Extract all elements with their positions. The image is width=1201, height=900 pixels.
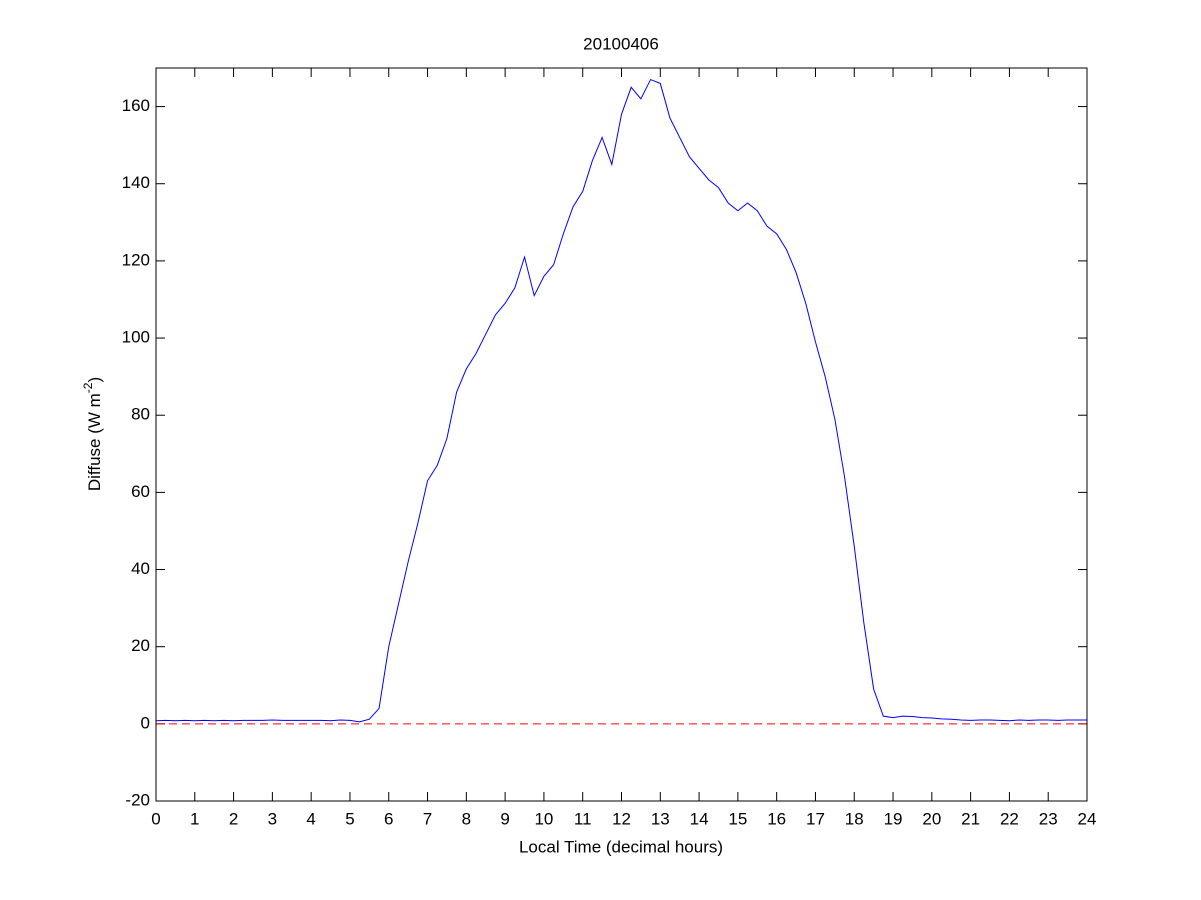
y-axis-label: Diffuse (W m-2) — [81, 377, 104, 491]
y-tick-label: 80 — [131, 405, 150, 424]
x-axis-label: Local Time (decimal hours) — [519, 837, 723, 856]
x-tick-label: 12 — [612, 809, 631, 828]
y-tick-label: 120 — [122, 250, 150, 269]
x-tick-label: 8 — [462, 809, 471, 828]
x-tick-label: 2 — [229, 809, 238, 828]
y-tick-label: 100 — [122, 328, 150, 347]
x-tick-label: 15 — [728, 809, 747, 828]
y-tick-label: 20 — [131, 636, 150, 655]
x-tick-label: 11 — [574, 809, 592, 828]
y-tick-label: 60 — [131, 482, 150, 501]
x-tick-label: 18 — [845, 809, 864, 828]
x-tick-label: 1 — [190, 809, 199, 828]
x-tick-label: 16 — [767, 809, 786, 828]
x-tick-label: 14 — [690, 809, 709, 828]
x-tick-label: 21 — [961, 809, 980, 828]
x-tick-label: 4 — [306, 809, 315, 828]
x-tick-label: 24 — [1078, 809, 1097, 828]
y-tick-label: 0 — [141, 713, 150, 732]
x-tick-label: 19 — [884, 809, 903, 828]
x-tick-label: 6 — [384, 809, 393, 828]
chart-title: 20100406 — [583, 34, 659, 53]
y-tick-label: 160 — [122, 96, 150, 115]
y-tick-label: 40 — [131, 559, 150, 578]
x-tick-label: 13 — [651, 809, 670, 828]
x-tick-label: 10 — [534, 809, 553, 828]
x-tick-label: 20 — [922, 809, 941, 828]
data-line — [155, 78, 1087, 723]
x-tick-label: 22 — [1000, 809, 1019, 828]
y-tick-label: 140 — [122, 173, 150, 192]
y-axis-label-text: Diffuse (W m — [85, 393, 104, 491]
x-tick-label: 17 — [806, 809, 825, 828]
x-tick-label: 3 — [268, 809, 277, 828]
x-tick-label: 7 — [423, 809, 432, 828]
y-axis-label-end: ) — [85, 377, 104, 383]
x-tick-label: 0 — [151, 809, 160, 828]
y-axis-label-exponent: -2 — [81, 382, 95, 393]
x-tick-label: 23 — [1039, 809, 1058, 828]
x-tick-label: 9 — [500, 809, 509, 828]
y-tick-label: -20 — [125, 790, 150, 809]
x-tick-label: 5 — [345, 809, 354, 828]
plot-frame — [155, 67, 1088, 802]
